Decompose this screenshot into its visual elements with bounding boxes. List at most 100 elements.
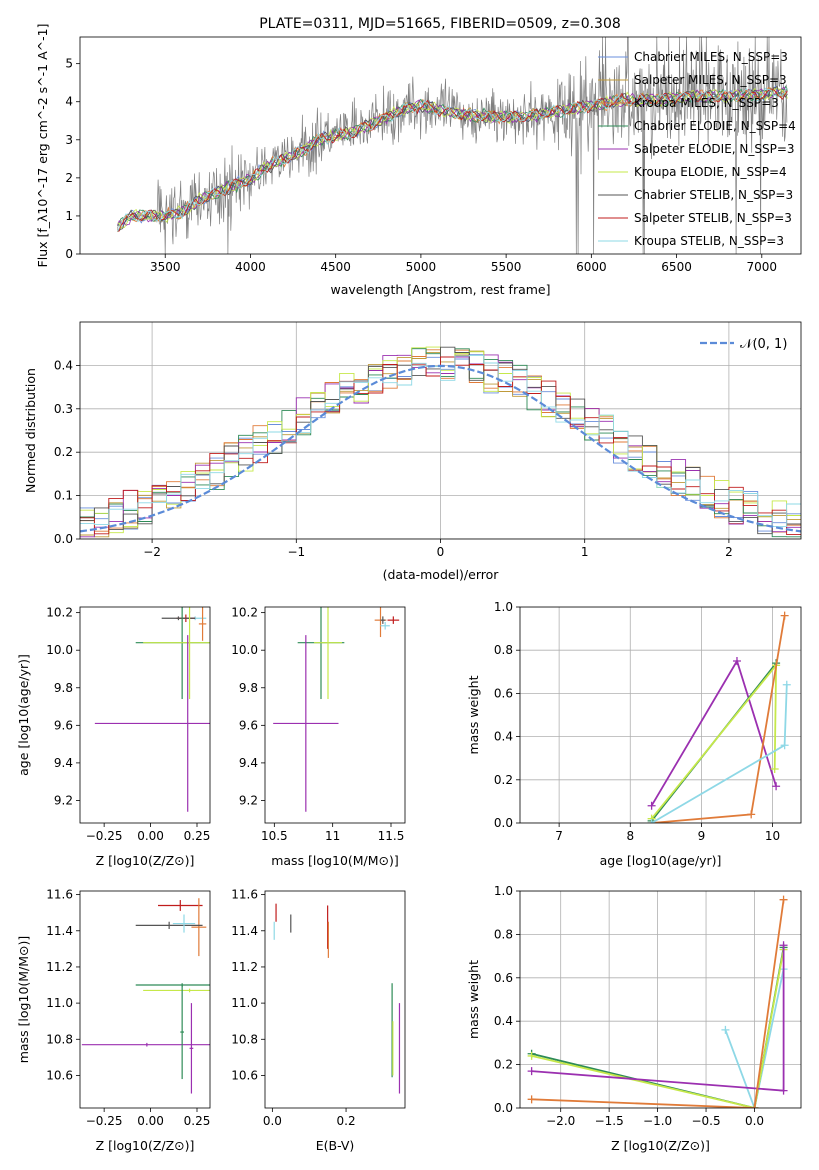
x-tick-label: 0: [437, 545, 445, 559]
y-tick-label: 0.6: [494, 686, 513, 700]
x-tick-label: −1.0: [643, 1114, 672, 1128]
legend-label: Kroupa ELODIE, N_SSP=4: [634, 165, 787, 179]
observed-spectrum: [117, 37, 788, 254]
mass-weight-line: [650, 662, 778, 820]
y-tick-label: 11.4: [46, 924, 73, 938]
y-tick-label: 1: [65, 209, 73, 223]
x-tick-label: −0.5: [691, 1114, 720, 1128]
plus-marker: [527, 1067, 536, 1076]
x-tick-label: 0.0: [745, 1114, 764, 1128]
y-tick-label: 0.3: [54, 402, 73, 416]
plot-area: [520, 891, 801, 1108]
plus-marker: [647, 801, 656, 810]
x-tick-label: −2.0: [546, 1114, 575, 1128]
plus-marker: [747, 810, 756, 819]
axes-frame: [79, 321, 802, 540]
mass-weight-line: [531, 949, 785, 1108]
x-tick-label: −0.25: [86, 1114, 123, 1128]
y-tick-label: 10.6: [46, 1068, 73, 1082]
mass-weight-vs-metallicity-panel: −2.0 −1.5 −1.0 −0.5 0.0 0.0 0.2 0.4 0.6 0.8 1.0 Z […: [466, 884, 802, 1153]
plot-area: [117, 37, 788, 254]
y-tick-label: 11.4: [231, 924, 258, 938]
x-tick-label: 7: [555, 829, 563, 843]
plot-area: [94, 607, 210, 812]
y-tick-label: 10.2: [231, 606, 258, 620]
mass-weight-line: [650, 658, 777, 807]
y-tick-label: 0.6: [494, 971, 513, 985]
plus-marker: [770, 765, 779, 773]
x-tick-label: 11.5: [378, 829, 405, 843]
y-tick-label: 9.6: [239, 718, 258, 732]
x-tick-label: −2: [143, 545, 161, 559]
plot-area: [273, 903, 401, 1094]
x-tick-label: 4500: [320, 260, 351, 274]
plus-marker: [772, 782, 781, 791]
legend-label: 𝒩(0, 1): [740, 337, 787, 352]
y-tick-label: 0.2: [54, 445, 73, 459]
x-axis-label: mass [log10(M/M⊙)]: [271, 853, 399, 868]
residual-histogram-panel: −2 −1 0 1 2 0.0 0.1 0.2 0.3 0.4 (data-model)/error…: [23, 321, 802, 582]
x-tick-label: 1: [581, 545, 589, 559]
y-tick-label: 0.0: [54, 532, 73, 546]
y-tick-label: 0.2: [494, 1058, 513, 1072]
x-axis-label: E(B-V): [316, 1138, 355, 1153]
axes-frame: [519, 890, 802, 1109]
legend-label: Salpeter MILES, N_SSP=3: [634, 73, 787, 87]
x-axis-label: Z [log10(Z/Z⊙)]: [611, 1138, 710, 1153]
x-axis-label: Z [log10(Z/Z⊙)]: [96, 1138, 195, 1153]
y-tick-label: 10.6: [231, 1068, 258, 1082]
legend-label: Salpeter STELIB, N_SSP=3: [634, 211, 792, 225]
y-tick-label: 10.8: [231, 1032, 258, 1046]
axes-frame: [79, 890, 211, 1109]
y-tick-label: 9.6: [54, 718, 73, 732]
x-tick-label: 0.00: [137, 829, 164, 843]
y-tick-label: 0.0: [494, 1101, 513, 1115]
y-tick-label: 9.2: [54, 793, 73, 807]
x-tick-label: 0.00: [137, 1114, 164, 1128]
legend-label: Kroupa MILES, N_SSP=3: [634, 96, 779, 110]
x-tick-label: 2: [725, 545, 733, 559]
normal-distribution-curve: [80, 364, 801, 533]
y-tick-label: 1.0: [494, 884, 513, 898]
x-tick-label: −1.5: [595, 1114, 624, 1128]
axes-frame: [519, 606, 802, 824]
legend-label: Chabrier STELIB, N_SSP=3: [634, 188, 793, 202]
y-tick-label: 2: [65, 171, 73, 185]
plus-marker: [527, 1051, 536, 1060]
y-tick-label: 1.0: [494, 600, 513, 614]
axes-frame: [264, 890, 406, 1109]
x-tick-label: 3500: [150, 260, 181, 274]
model-spectrum-line: [117, 88, 788, 232]
x-tick-label: −0.25: [86, 829, 123, 843]
legend-label: Chabrier MILES, N_SSP=3: [634, 50, 788, 64]
x-tick-label: 9: [698, 829, 706, 843]
y-tick-label: 0.8: [494, 927, 513, 941]
y-axis-label: Flux [f_λ10^-17 erg cm^-2 s^-1 A^-1]: [35, 24, 50, 268]
y-tick-label: 9.8: [54, 681, 73, 695]
y-tick-label: 0: [65, 247, 73, 261]
x-tick-label: 4000: [235, 260, 266, 274]
y-tick-label: 10.2: [46, 606, 73, 620]
mass-vs-extinction-panel: 0.0 0.2 10.6 10.8 11.0 11.2 11.4 11.6 E(B-V): [231, 888, 406, 1153]
model-spectrum-line: [117, 86, 788, 227]
mass-weight-line: [531, 899, 785, 1108]
model-spectrum-line: [117, 87, 788, 232]
y-tick-label: 3: [65, 133, 73, 147]
y-tick-label: 0.4: [494, 1014, 513, 1028]
x-tick-label: 10.5: [261, 829, 288, 843]
mass-vs-metallicity-panel: −0.25 0.00 0.25 10.6 10.8 11.0 11.2 11.4 11.6 Z […: [16, 888, 211, 1153]
mass-weight-line: [651, 615, 786, 823]
mass-weight-line: [724, 968, 785, 1108]
y-tick-label: 10.8: [46, 1032, 73, 1046]
x-tick-label: 5500: [491, 260, 522, 274]
plus-marker: [780, 611, 789, 620]
plus-marker: [721, 1025, 730, 1034]
axes-frame: [79, 606, 211, 824]
plot-area: [80, 322, 801, 539]
x-tick-label: 5000: [406, 260, 437, 274]
x-tick-label: 0.0: [263, 1114, 282, 1128]
y-tick-label: 4: [65, 95, 73, 109]
model-spectrum-line: [117, 85, 788, 231]
